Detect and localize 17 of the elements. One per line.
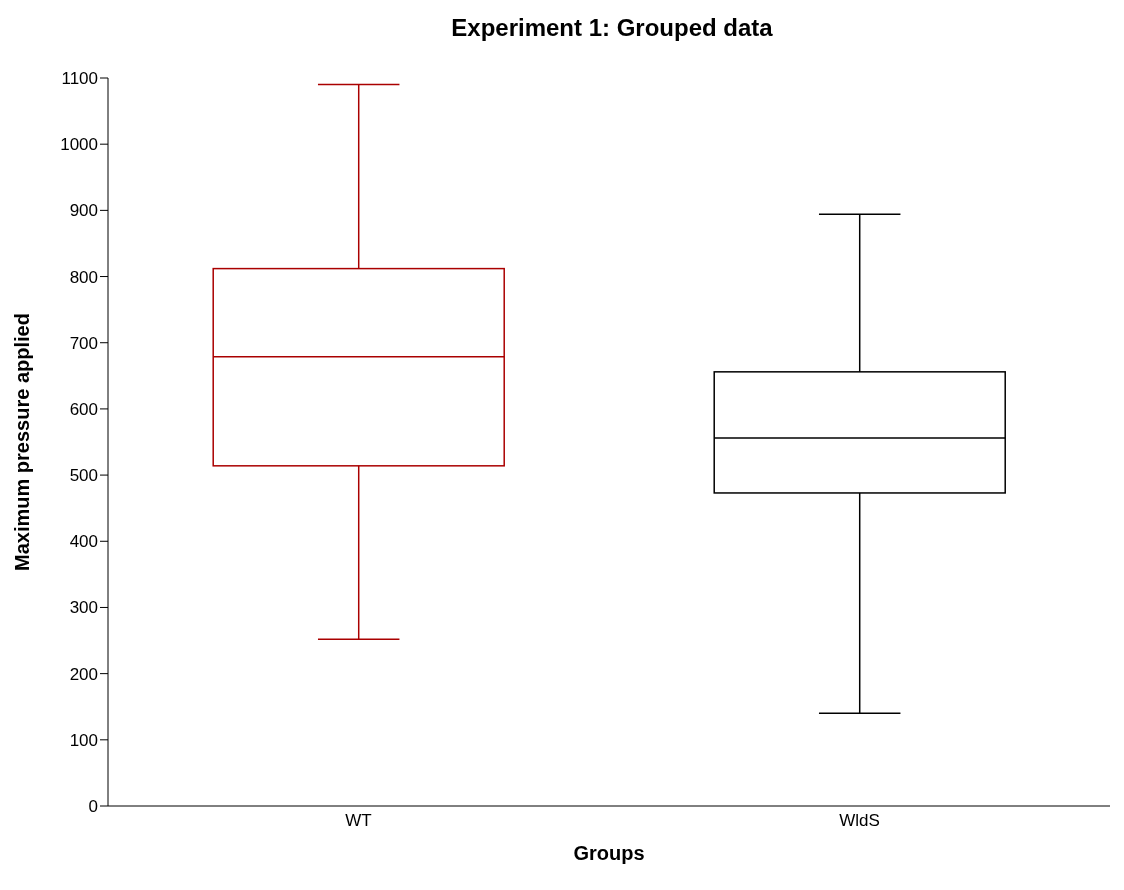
y-tick-label: 500	[69, 466, 98, 486]
x-axis-title: Groups	[573, 842, 645, 864]
y-tick-label: 600	[69, 399, 98, 419]
y-tick-label: 1100	[61, 69, 98, 89]
x-tick-label: WT	[345, 811, 372, 831]
y-tick-label: 1000	[60, 135, 98, 155]
y-tick-label: 800	[69, 267, 98, 287]
y-tick-label: 900	[69, 201, 98, 221]
y-tick-label: 200	[69, 664, 98, 684]
y-tick-label: 400	[69, 532, 98, 552]
y-tick-label: 300	[69, 598, 98, 618]
y-axis-title: Maximum pressure applied	[11, 313, 34, 571]
y-tick-label: 700	[69, 333, 98, 353]
y-tick-label: 0	[88, 797, 98, 817]
chart-title: Experiment 1: Grouped data	[450, 13, 774, 43]
x-tick-label: WldS	[839, 811, 880, 831]
y-tick-label: 100	[69, 730, 98, 750]
